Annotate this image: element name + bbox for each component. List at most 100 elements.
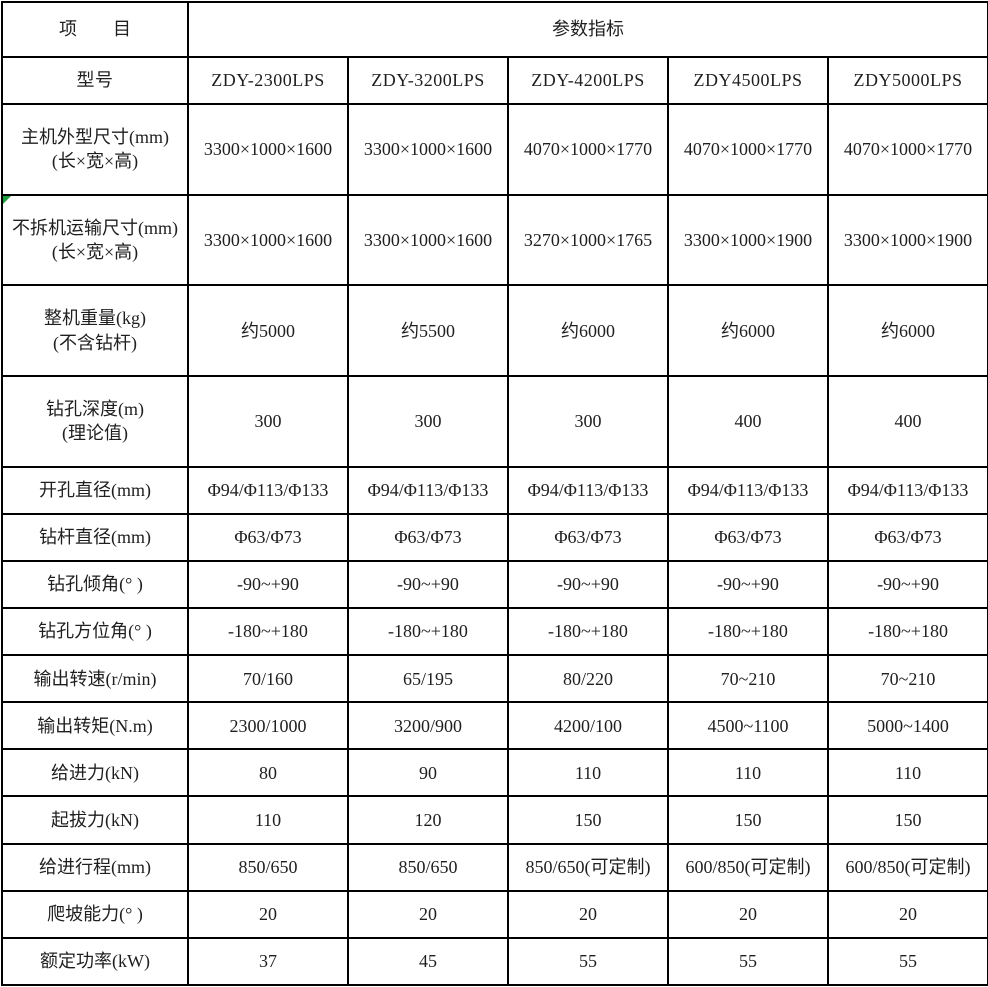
value-cell: -180~+180 xyxy=(187,606,349,657)
value-cell: 55 xyxy=(826,936,988,987)
value-cell: 110 xyxy=(507,748,669,798)
value-cell: 4500~1100 xyxy=(667,701,829,751)
model-cell: ZDY-2300LPS xyxy=(187,55,349,106)
value-cell: Φ94/Φ113/Φ133 xyxy=(667,465,829,515)
value-cell: 600/850(可定制) xyxy=(667,842,829,892)
table-row: 钻孔深度(m) (理论值) 300 300 300 400 400 xyxy=(1,375,988,468)
value-cell: Φ94/Φ113/Φ133 xyxy=(347,465,509,515)
value-cell: Φ94/Φ113/Φ133 xyxy=(507,465,669,515)
value-cell: 70/160 xyxy=(187,654,349,704)
value-cell: 80 xyxy=(187,748,349,798)
value-cell: 400 xyxy=(826,375,988,468)
header-row: 项 目 参数指标 xyxy=(1,1,988,58)
value-cell: 300 xyxy=(507,375,669,468)
value-cell: 5000~1400 xyxy=(826,701,988,751)
green-corner-triangle-icon xyxy=(4,196,11,204)
value-cell: 850/650 xyxy=(187,842,349,892)
row-label-cell: 钻孔倾角(° ) xyxy=(1,559,189,610)
value-cell: 55 xyxy=(507,936,669,987)
value-cell: 2300/1000 xyxy=(187,701,349,751)
table-row: 钻孔倾角(° ) -90~+90 -90~+90 -90~+90 -90~+90 -90~… xyxy=(1,559,988,610)
value-cell: -180~+180 xyxy=(507,606,669,657)
table-row: 输出转矩(N.m) 2300/1000 3200/900 4200/100 4500~1… xyxy=(1,701,988,751)
value-cell: 3300×1000×1900 xyxy=(667,193,829,287)
value-cell: 4070×1000×1770 xyxy=(826,103,988,196)
value-cell: 3270×1000×1765 xyxy=(507,193,669,287)
row-label-cell: 钻孔深度(m) (理论值) xyxy=(1,375,189,468)
model-row-label-cell: 型号 xyxy=(1,55,189,106)
value-cell: 约6000 xyxy=(507,284,669,378)
value-cell: Φ94/Φ113/Φ133 xyxy=(826,465,988,515)
row-label: 整机重量(kg) xyxy=(44,308,146,329)
row-label: 开孔直径(mm) xyxy=(39,480,151,501)
table-row: 额定功率(kW) 37 45 55 55 55 xyxy=(1,936,988,987)
value-cell: 300 xyxy=(347,375,509,468)
row-label: 额定功率(kW) xyxy=(40,951,150,972)
row-label-cell: 起拔力(kN) xyxy=(1,795,189,845)
table-row: 输出转速(r/min) 70/160 65/195 80/220 70~210 70~21… xyxy=(1,654,988,704)
value-cell: Φ63/Φ73 xyxy=(507,512,669,562)
value-cell: Φ63/Φ73 xyxy=(347,512,509,562)
value-cell: 120 xyxy=(347,795,509,845)
value-cell: 3300×1000×1600 xyxy=(187,103,349,196)
row-label-cell: 不拆机运输尺寸(mm) (长×宽×高) xyxy=(1,193,189,287)
value-cell: -180~+180 xyxy=(347,606,509,657)
row-label-cell: 整机重量(kg) (不含钻杆) xyxy=(1,284,189,378)
row-label: 给进行程(mm) xyxy=(39,856,151,877)
row-sublabel: (长×宽×高) xyxy=(51,151,139,172)
row-label: 输出转矩(N.m) xyxy=(37,715,153,736)
value-cell: 3300×1000×1900 xyxy=(826,193,988,287)
value-cell: 4070×1000×1770 xyxy=(667,103,829,196)
row-label-cell: 输出转速(r/min) xyxy=(1,654,189,704)
model-row: 型号 ZDY-2300LPS ZDY-3200LPS ZDY-4200LPS ZDY4… xyxy=(1,55,988,106)
value-cell: 4200/100 xyxy=(507,701,669,751)
value-cell: 70~210 xyxy=(826,654,988,704)
value-cell: 4070×1000×1770 xyxy=(507,103,669,196)
value-cell: 110 xyxy=(667,748,829,798)
value-cell: 37 xyxy=(187,936,349,987)
value-cell: -180~+180 xyxy=(826,606,988,657)
value-cell: 150 xyxy=(667,795,829,845)
value-cell: Φ94/Φ113/Φ133 xyxy=(187,465,349,515)
value-cell: -90~+90 xyxy=(187,559,349,610)
value-cell: 300 xyxy=(187,375,349,468)
table-row: 整机重量(kg) (不含钻杆) 约5000 约5500 约6000 约6000 约6000 xyxy=(1,284,988,378)
value-cell: -90~+90 xyxy=(667,559,829,610)
row-label: 钻杆直径(mm) xyxy=(39,527,151,548)
value-cell: 3300×1000×1600 xyxy=(187,193,349,287)
value-cell: 20 xyxy=(826,889,988,939)
value-cell: 约6000 xyxy=(667,284,829,378)
value-cell: -90~+90 xyxy=(507,559,669,610)
value-cell: Φ63/Φ73 xyxy=(667,512,829,562)
value-cell: 3300×1000×1600 xyxy=(347,193,509,287)
value-cell: 20 xyxy=(667,889,829,939)
model-cell: ZDY-4200LPS xyxy=(507,55,669,106)
row-sublabel: (不含钻杆) xyxy=(53,332,137,353)
model-cell: ZDY-3200LPS xyxy=(347,55,509,106)
table-row: 爬坡能力(° ) 20 20 20 20 20 xyxy=(1,889,988,939)
table-row: 主机外型尺寸(mm) (长×宽×高) 3300×1000×1600 3300×1000… xyxy=(1,103,988,196)
value-cell: 150 xyxy=(826,795,988,845)
value-cell: 20 xyxy=(187,889,349,939)
row-label-cell: 给进行程(mm) xyxy=(1,842,189,892)
table-row: 起拔力(kN) 110 120 150 150 150 xyxy=(1,795,988,845)
value-cell: 400 xyxy=(667,375,829,468)
value-cell: -180~+180 xyxy=(667,606,829,657)
row-label-cell: 钻孔方位角(° ) xyxy=(1,606,189,657)
row-label: 钻孔倾角(° ) xyxy=(47,574,143,595)
value-cell: 3300×1000×1600 xyxy=(347,103,509,196)
table-row: 给进力(kN) 80 90 110 110 110 xyxy=(1,748,988,798)
header-params-cell: 参数指标 xyxy=(186,1,988,58)
table-row: 不拆机运输尺寸(mm) (长×宽×高) 3300×1000×1600 3300×100… xyxy=(1,193,988,287)
value-cell: -90~+90 xyxy=(826,559,988,610)
value-cell: 约5000 xyxy=(187,284,349,378)
value-cell: 约6000 xyxy=(826,284,988,378)
value-cell: Φ63/Φ73 xyxy=(826,512,988,562)
value-cell: 3200/900 xyxy=(347,701,509,751)
value-cell: 55 xyxy=(667,936,829,987)
row-sublabel: (理论值) xyxy=(62,423,128,444)
value-cell: 850/650 xyxy=(347,842,509,892)
row-label: 起拔力(kN) xyxy=(51,809,139,830)
